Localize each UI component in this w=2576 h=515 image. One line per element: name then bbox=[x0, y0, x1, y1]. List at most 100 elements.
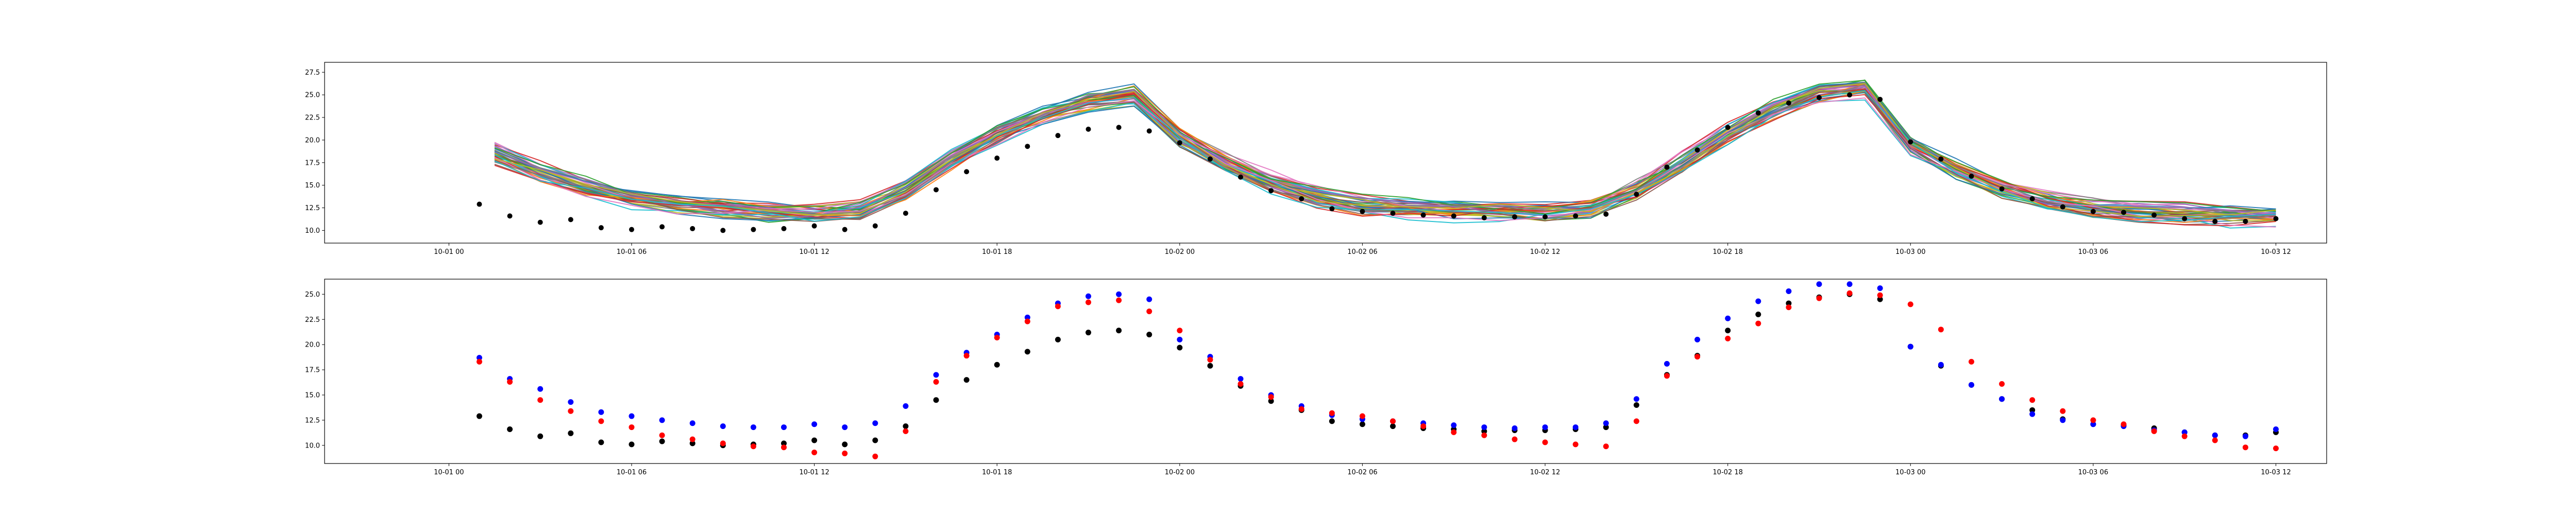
scatter-point bbox=[2212, 437, 2218, 443]
observed-point bbox=[1481, 215, 1487, 220]
x-tick-label: 10-03 00 bbox=[1895, 469, 1925, 476]
scatter-point bbox=[507, 426, 513, 432]
scatter-point bbox=[1542, 439, 1548, 445]
observed-point bbox=[1877, 96, 1883, 102]
observed-point bbox=[537, 219, 543, 225]
y-tick-label: 12.5 bbox=[305, 417, 320, 424]
x-tick-label: 10-02 06 bbox=[1347, 469, 1377, 476]
scatter-point bbox=[1512, 425, 1518, 432]
scatter-point bbox=[1512, 436, 1518, 442]
scatter-point bbox=[2273, 426, 2279, 432]
scatter-point bbox=[2242, 444, 2248, 451]
scatter-point bbox=[1633, 396, 1639, 402]
scatter-point bbox=[1968, 382, 1974, 388]
scatter-point bbox=[537, 433, 544, 439]
observed-point bbox=[659, 224, 665, 230]
scatter-point bbox=[2273, 445, 2279, 452]
scatter-point bbox=[629, 424, 635, 431]
scatter-point bbox=[1725, 315, 1731, 321]
scatter-point bbox=[1085, 293, 1091, 299]
ensemble-member-line bbox=[494, 90, 2276, 222]
ensemble-member-line bbox=[494, 97, 2276, 228]
y-tick-label: 22.5 bbox=[305, 114, 320, 122]
observed-point bbox=[872, 223, 878, 229]
ensemble-line-chart: 10-01 00 10-01 06 10-01 12 10-01 18 10-02 00… bbox=[305, 62, 2327, 256]
observed-point bbox=[1755, 110, 1761, 116]
axes-frame bbox=[324, 279, 2327, 464]
observed-point bbox=[1116, 125, 1122, 130]
scatter-point bbox=[1024, 349, 1030, 355]
y-tick-label: 17.5 bbox=[305, 367, 320, 374]
scatter-point bbox=[1238, 376, 1244, 382]
scatter-point bbox=[568, 430, 574, 436]
scatter-point bbox=[1572, 441, 1579, 448]
scatter-point bbox=[1633, 402, 1639, 408]
observed-point bbox=[2273, 216, 2279, 221]
scatter-point bbox=[689, 440, 696, 447]
observed-point bbox=[2151, 212, 2157, 218]
scatter-point bbox=[1238, 381, 1244, 387]
ensemble-members bbox=[494, 79, 2276, 229]
scatter-point bbox=[2060, 408, 2066, 414]
scatter-point bbox=[1725, 328, 1731, 334]
scatter-point bbox=[629, 413, 635, 419]
observed-point bbox=[964, 169, 970, 175]
y-tick-label: 15.0 bbox=[305, 182, 320, 190]
scatter-point bbox=[1116, 291, 1122, 297]
x-tick-label: 10-01 06 bbox=[617, 248, 647, 256]
y-tick-label: 20.0 bbox=[305, 136, 320, 144]
y-tick-label: 22.5 bbox=[305, 316, 320, 324]
scatter-point bbox=[1846, 281, 1853, 287]
scatter-point bbox=[476, 358, 482, 365]
scatter-point bbox=[689, 420, 696, 426]
observed-point bbox=[1329, 206, 1335, 212]
y-tick-label: 25.0 bbox=[305, 92, 320, 99]
scatter-point bbox=[629, 441, 635, 448]
scatter-point bbox=[476, 413, 482, 419]
y-tick-label: 17.5 bbox=[305, 159, 320, 167]
scatter-point bbox=[2029, 407, 2036, 413]
scatter-point bbox=[781, 424, 787, 431]
observed-point bbox=[1969, 174, 1974, 179]
scatter-point bbox=[872, 437, 878, 443]
observed-point bbox=[751, 227, 756, 232]
scatter-point bbox=[2029, 411, 2036, 417]
scatter-point bbox=[659, 438, 665, 444]
scatter-point bbox=[1359, 421, 1365, 427]
x-tick-label: 10-01 00 bbox=[434, 248, 464, 256]
x-tick-label: 10-03 12 bbox=[2261, 248, 2291, 256]
observed-point bbox=[507, 213, 513, 219]
scatter-point bbox=[1055, 336, 1061, 342]
scatter-point bbox=[1603, 443, 1609, 450]
x-tick-label: 10-02 12 bbox=[1530, 248, 1560, 256]
ensemble-member-line bbox=[494, 90, 2276, 222]
scatter-point bbox=[1207, 363, 1213, 369]
observed-point bbox=[1360, 209, 1365, 214]
scatter-point bbox=[1907, 344, 1913, 350]
scatter-point bbox=[1664, 373, 1670, 379]
observed-point bbox=[1177, 140, 1182, 146]
x-tick-label: 10-01 18 bbox=[982, 248, 1012, 256]
scatter-point bbox=[1999, 396, 2005, 402]
scatter-point bbox=[1085, 299, 1091, 305]
scatter-point bbox=[1481, 428, 1487, 434]
observed-point bbox=[811, 223, 817, 229]
observed-point bbox=[994, 156, 1000, 161]
scatter-series bbox=[476, 290, 2279, 459]
x-tick-label: 10-02 00 bbox=[1165, 248, 1195, 256]
scatter-point bbox=[1390, 418, 1396, 424]
scatter-point bbox=[537, 397, 544, 403]
scatter-point bbox=[750, 424, 756, 431]
scatter-series bbox=[476, 291, 2279, 449]
scatter-point bbox=[872, 453, 878, 459]
observed-point bbox=[2060, 204, 2065, 210]
y-tick-label: 12.5 bbox=[305, 204, 320, 212]
observed-point bbox=[1299, 196, 1304, 202]
scatter-point bbox=[903, 403, 909, 409]
scatter-point bbox=[1968, 358, 1974, 365]
observed-point bbox=[2121, 210, 2126, 215]
scatter-point bbox=[1390, 423, 1396, 430]
scatter-point bbox=[1786, 288, 1792, 294]
scatter-point bbox=[1207, 357, 1213, 363]
